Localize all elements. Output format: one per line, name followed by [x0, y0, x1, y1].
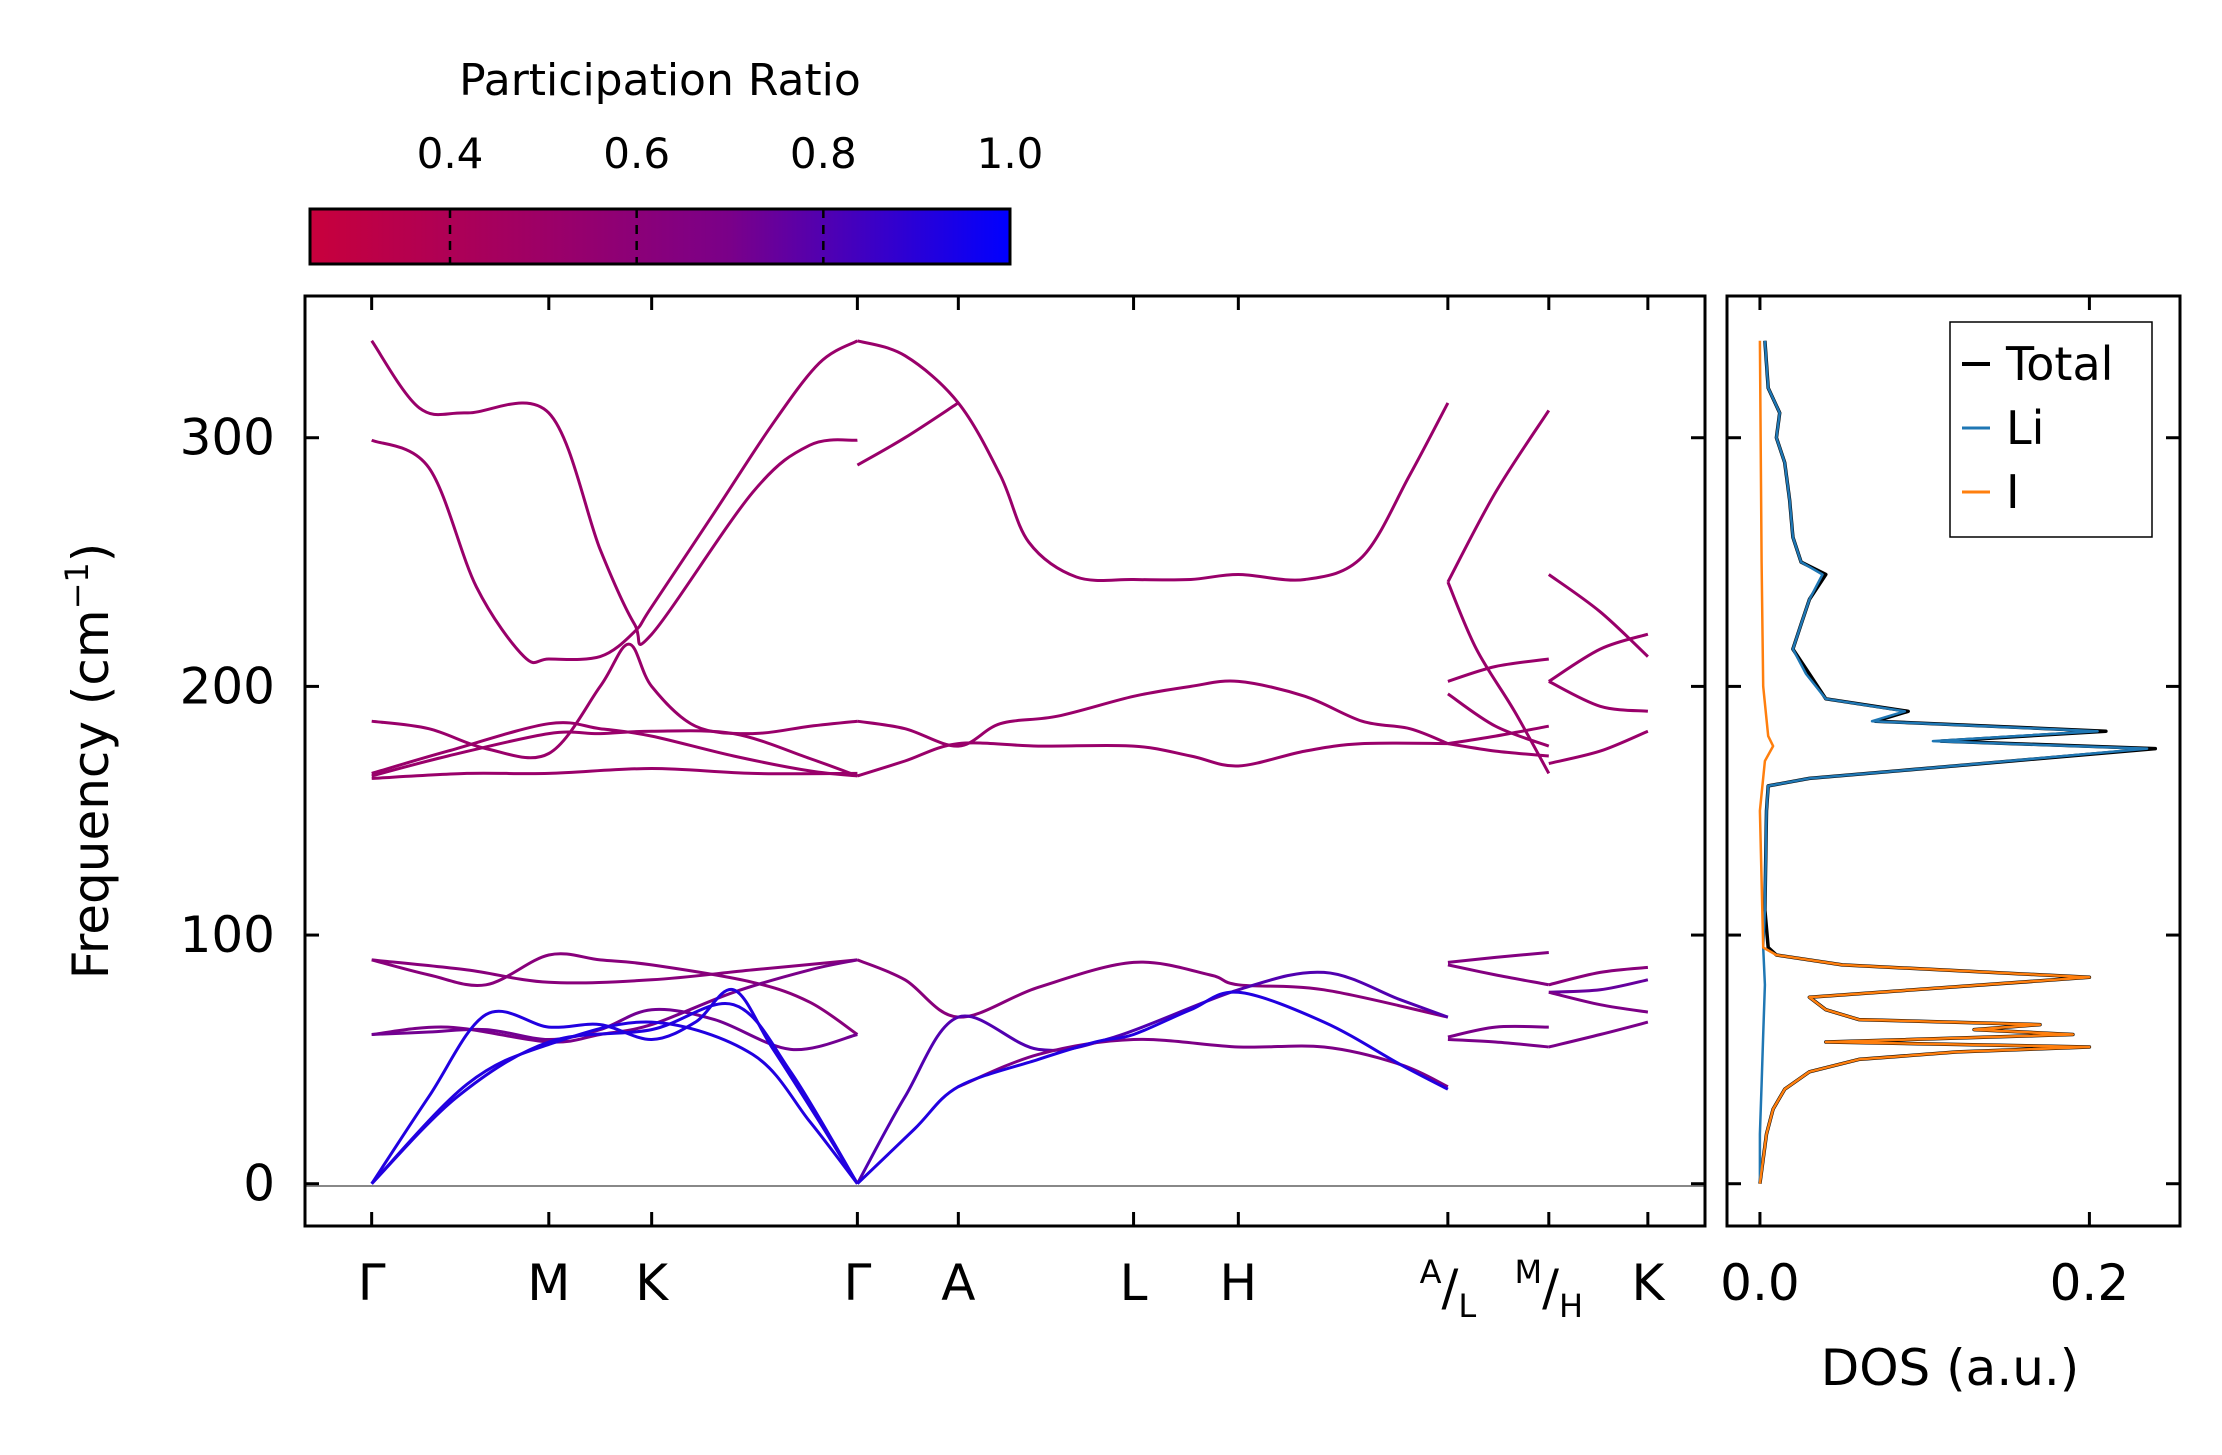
colorbar: Participation Ratio 0.4 0.6 0.8 1.0 — [308, 55, 1044, 266]
colorbar-gradient — [308, 207, 1012, 266]
dispersion-frame — [303, 294, 1707, 1228]
phonon-band — [856, 970, 1449, 1185]
x-tick-label: L — [1120, 1254, 1148, 1312]
phonon-band — [1446, 581, 1551, 775]
legend-items: Total Li I — [1962, 337, 2113, 519]
x-tick-label: K — [1631, 1254, 1665, 1312]
phonon-band — [1447, 951, 1549, 964]
phonon-band — [1548, 729, 1649, 765]
phonon-band — [1548, 680, 1649, 713]
phonon-band — [857, 679, 1449, 748]
x-tick-label: M — [527, 1254, 570, 1312]
phonon-band — [1447, 724, 1550, 746]
phonon-band — [856, 958, 1449, 1019]
x-tick-label: A/L — [1420, 1253, 1477, 1325]
x-tick-label: Γ — [358, 1254, 386, 1312]
y-axis-label-main: Frequency (cm — [62, 609, 120, 979]
dos-series-i — [1758, 340, 2091, 1184]
y-axis-label-close: ) — [62, 543, 120, 563]
phonon-band — [1447, 742, 1549, 758]
legend-label: Li — [2006, 401, 2044, 455]
x-tick-label: H — [1220, 1254, 1258, 1312]
colorbar-tick-label: 0.4 — [417, 129, 484, 178]
dos-x-tick-label: 0.0 — [1720, 1254, 1800, 1312]
y-tick-label: 300 — [180, 409, 275, 467]
x-tick-label: Γ — [843, 1254, 871, 1312]
x-tick-label-sup: A — [1420, 1253, 1442, 1291]
x-tick-label-slash: / — [1441, 1259, 1458, 1317]
colorbar-tick-label: 0.6 — [603, 129, 670, 178]
dos-lines — [1758, 340, 2158, 1184]
y-axis-label: Frequency (cm−1) — [58, 543, 120, 980]
colorbar-tick-label: 1.0 — [977, 129, 1044, 178]
dos-series-li — [1758, 340, 2149, 1184]
dos-x-ticks: 0.0 0.2 — [1720, 296, 2129, 1312]
phonon-band — [856, 990, 1449, 1185]
dos-panel: 0.0 0.2 DOS (a.u.) Total Li I — [1720, 294, 2182, 1397]
x-tick-label-sup: M — [1515, 1253, 1543, 1291]
phonon-band — [1548, 978, 1649, 994]
x-tick-label-sub: L — [1458, 1287, 1476, 1325]
dos-y-ticks — [1727, 436, 2180, 1186]
phonon-band — [1447, 657, 1550, 683]
x-axis-ticks: Γ M K Γ A L H A/LM/H K — [358, 296, 1665, 1325]
x-tick-label: K — [635, 1254, 669, 1312]
phonon-band — [856, 741, 1448, 778]
phonon-band — [370, 1020, 859, 1185]
phonon-band — [371, 729, 858, 778]
colorbar-title: Participation Ratio — [459, 55, 861, 106]
phonon-band — [370, 1002, 859, 1185]
legend-label: I — [2006, 465, 2020, 519]
phonon-band — [1446, 409, 1551, 583]
phonon-band — [1548, 990, 1649, 1014]
phonon-band — [1547, 573, 1649, 658]
x-tick-label-sub: H — [1559, 1287, 1583, 1325]
dos-x-label: DOS (a.u.) — [1821, 1339, 2080, 1397]
phonon-band — [371, 642, 858, 760]
y-tick-label: 200 — [180, 657, 275, 715]
y-axis-label-sup: −1 — [58, 562, 96, 609]
phonon-band — [371, 767, 858, 780]
phonon-band — [370, 339, 858, 646]
phonon-band — [1447, 1038, 1549, 1049]
phonon-band — [856, 339, 1450, 582]
x-tick-label-slash: / — [1542, 1259, 1559, 1317]
y-axis-ticks: 0 100 200 300 — [180, 409, 1705, 1213]
phonon-band — [1447, 963, 1550, 987]
phonon-band — [371, 339, 859, 665]
x-tick-label: M/H — [1515, 1253, 1584, 1325]
phonon-band — [1447, 1024, 1549, 1039]
x-tick-label: A — [941, 1254, 975, 1312]
phonon-band — [371, 958, 858, 985]
phonon-band — [371, 952, 859, 1036]
y-tick-label: 100 — [180, 906, 275, 964]
phonon-band — [1548, 965, 1649, 987]
phonon-band — [1548, 632, 1649, 683]
phonon-band — [856, 401, 960, 467]
colorbar-ticks: 0.4 0.6 0.8 1.0 — [417, 129, 1044, 264]
y-tick-label: 0 — [243, 1155, 275, 1213]
legend-label: Total — [2005, 337, 2113, 391]
phonon-band — [370, 988, 859, 1185]
dos-frame — [1725, 294, 2182, 1228]
phonon-band — [1447, 692, 1550, 748]
legend: Total Li I — [1949, 321, 2153, 538]
phonon-band — [1548, 1020, 1649, 1049]
dos-x-tick-label: 0.2 — [2050, 1254, 2130, 1312]
band-lines — [370, 339, 1649, 1185]
colorbar-tick-label: 0.8 — [790, 129, 857, 178]
